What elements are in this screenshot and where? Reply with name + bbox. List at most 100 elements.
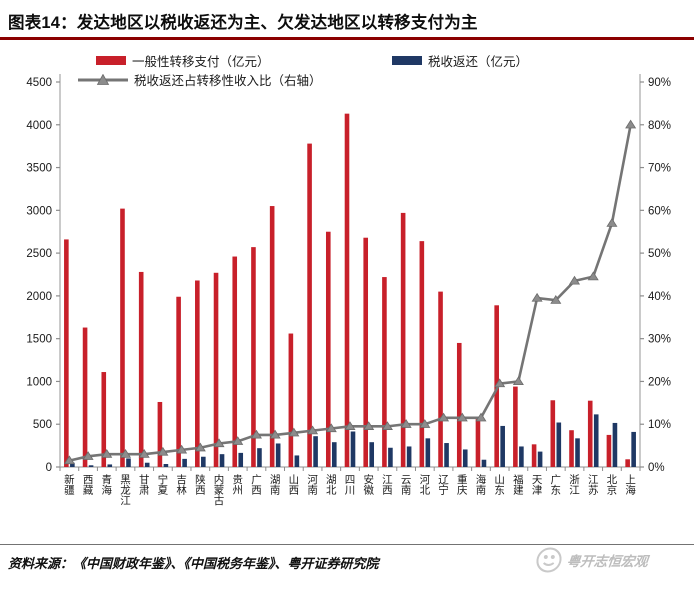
x-label-甘肃: 甘肃 [139,473,150,497]
ratio-marker-江苏 [587,271,599,281]
x-label-山西: 山西 [289,474,300,497]
x-label-浙江: 浙江 [569,474,580,497]
bar-transfer-内蒙古 [213,272,219,467]
watermark-text: 粤开志恒宏观 [566,554,649,569]
axis-tick-label: 90% [648,77,671,89]
bar-transfer-江西 [382,277,387,467]
ratio-marker-福建 [512,376,524,386]
x-label-广西: 广西 [251,474,262,497]
x-label-云南: 云南 [401,474,412,497]
ratio-marker-四川 [344,421,356,430]
ratio-marker-安徽 [363,421,375,430]
ratio-marker-天津 [531,292,543,302]
bar-rebate-山西 [294,455,300,467]
ratio-line [63,119,637,465]
x-label-北京: 北京 [607,474,618,497]
x-label-天津: 天津 [532,474,543,497]
ratio-marker-河北 [419,419,431,428]
watermark: 粤开志恒宏观 [535,547,650,573]
axis-tick-label: 0% [648,462,665,474]
x-axis-labels: 新疆西藏青海黑龙江甘肃宁夏吉林陕西内蒙古贵州广西湖南山西河南湖北四川安徽江西云南… [64,473,636,507]
bar-transfer-吉林 [176,296,181,467]
bar-transfer-山西 [288,333,294,467]
bar-transfer-河南 [307,143,312,467]
legend-swatch-rebate [392,56,422,65]
bar-rebate-西藏 [88,465,94,467]
x-label-湖南: 湖南 [270,474,281,497]
bar-rebate-海南 [481,459,487,467]
axis-tick-label: 50% [648,248,671,260]
ratio-marker-西藏 [82,451,94,460]
axis-tick-label: 20% [648,376,671,388]
bar-transfer-辽宁 [438,291,443,467]
ratio-marker-吉林 [176,444,188,454]
ratio-marker-江西 [381,421,393,430]
bar-transfer-安徽 [363,237,369,467]
bar-transfer-广西 [251,247,256,467]
bar-rebate-青海 [107,464,113,467]
bar-transfer-宁夏 [157,401,163,467]
right-axis: 0% 10% 20% 30% 40% 50% 60% 70% 80% 90% [640,77,671,474]
axis-tick-label: 70% [648,163,671,175]
bar-rebate-贵州 [238,452,244,467]
ratio-marker-辽宁 [438,412,450,422]
ratio-marker-青海 [101,449,113,458]
x-label-陕西: 陕西 [195,473,206,497]
x-label-宁夏: 宁夏 [158,473,169,497]
x-label-黑龙江: 黑龙江 [120,474,131,507]
ratio-marker-湖南 [269,429,281,439]
axis-tick-label: 4500 [26,77,52,89]
x-label-山东: 山东 [494,474,505,497]
ratio-marker-宁夏 [157,446,169,456]
x-label-青海: 青海 [102,473,113,497]
ratio-marker-山西 [288,427,300,437]
bar-rebate-甘肃 [144,462,150,467]
bar-transfer-黑龙江 [120,208,125,467]
bar-rebate-江苏 [593,414,599,467]
axis-tick-label: 2500 [26,248,52,260]
bar-rebate-四川 [350,431,356,467]
axes [59,74,641,468]
x-label-四川: 四川 [345,474,356,497]
ratio-marker-云南 [400,419,412,428]
bar-rebate-黑龙江 [126,458,131,467]
legend-item-rebate: 税收返还（亿元） [392,51,528,70]
source-note: 资料来源：《中国财政年鉴》、《中国税务年鉴》、粤开证券研究院 [8,556,379,571]
legend-item-ratio: 税收返还占转移性收入比（右轴） [78,70,322,89]
dual-axis-bar-line-chart: 0 500 1000 1500 2000 2500 3000 3500 4000 4500 0% 10… [26,74,671,507]
bar-rebate-重庆 [462,449,468,467]
bar-transfer-河北 [419,241,425,467]
bar-rebate-辽宁 [444,443,449,467]
bar-transfer-上海 [625,459,630,467]
bar-rebate-河南 [313,436,318,467]
bar-rebate-安徽 [369,442,375,467]
bar-rebate-宁夏 [163,464,169,467]
bar-transfer-福建 [513,386,518,467]
bar-rebate-广东 [556,422,562,467]
ratio-marker-黑龙江 [119,449,132,458]
ratio-marker-广东 [550,295,562,304]
ratio-marker-广西 [250,429,262,439]
bar-transfer-浙江 [569,430,574,467]
legend-swatch-transfer [96,56,126,65]
axis-tick-label: 4000 [26,120,52,132]
bar-transfer-云南 [400,212,406,467]
x-label-安徽: 安徽 [363,473,374,497]
x-label-内蒙古: 内蒙古 [214,473,225,507]
bar-transfer-西藏 [82,327,88,467]
ratio-marker-山东 [494,378,506,388]
x-label-福建: 福建 [513,473,524,497]
axis-tick-label: 1000 [26,376,52,388]
ratio-marker-湖北 [325,423,337,433]
yuekai-logo-icon [536,547,562,573]
axis-tick-label: 1500 [26,334,52,346]
bar-rebate-上海 [631,431,636,467]
bar-rebate-北京 [612,422,618,467]
bar-rebate-河北 [425,438,431,467]
bar-transfer-天津 [531,444,537,467]
x-label-海南: 海南 [476,473,487,497]
ratio-marker-海南 [475,412,487,422]
ratio-marker-上海 [625,119,637,129]
axis-tick-label: 60% [648,205,671,217]
legend-label-ratio: 税收返还占转移性收入比（右轴） [134,74,322,88]
